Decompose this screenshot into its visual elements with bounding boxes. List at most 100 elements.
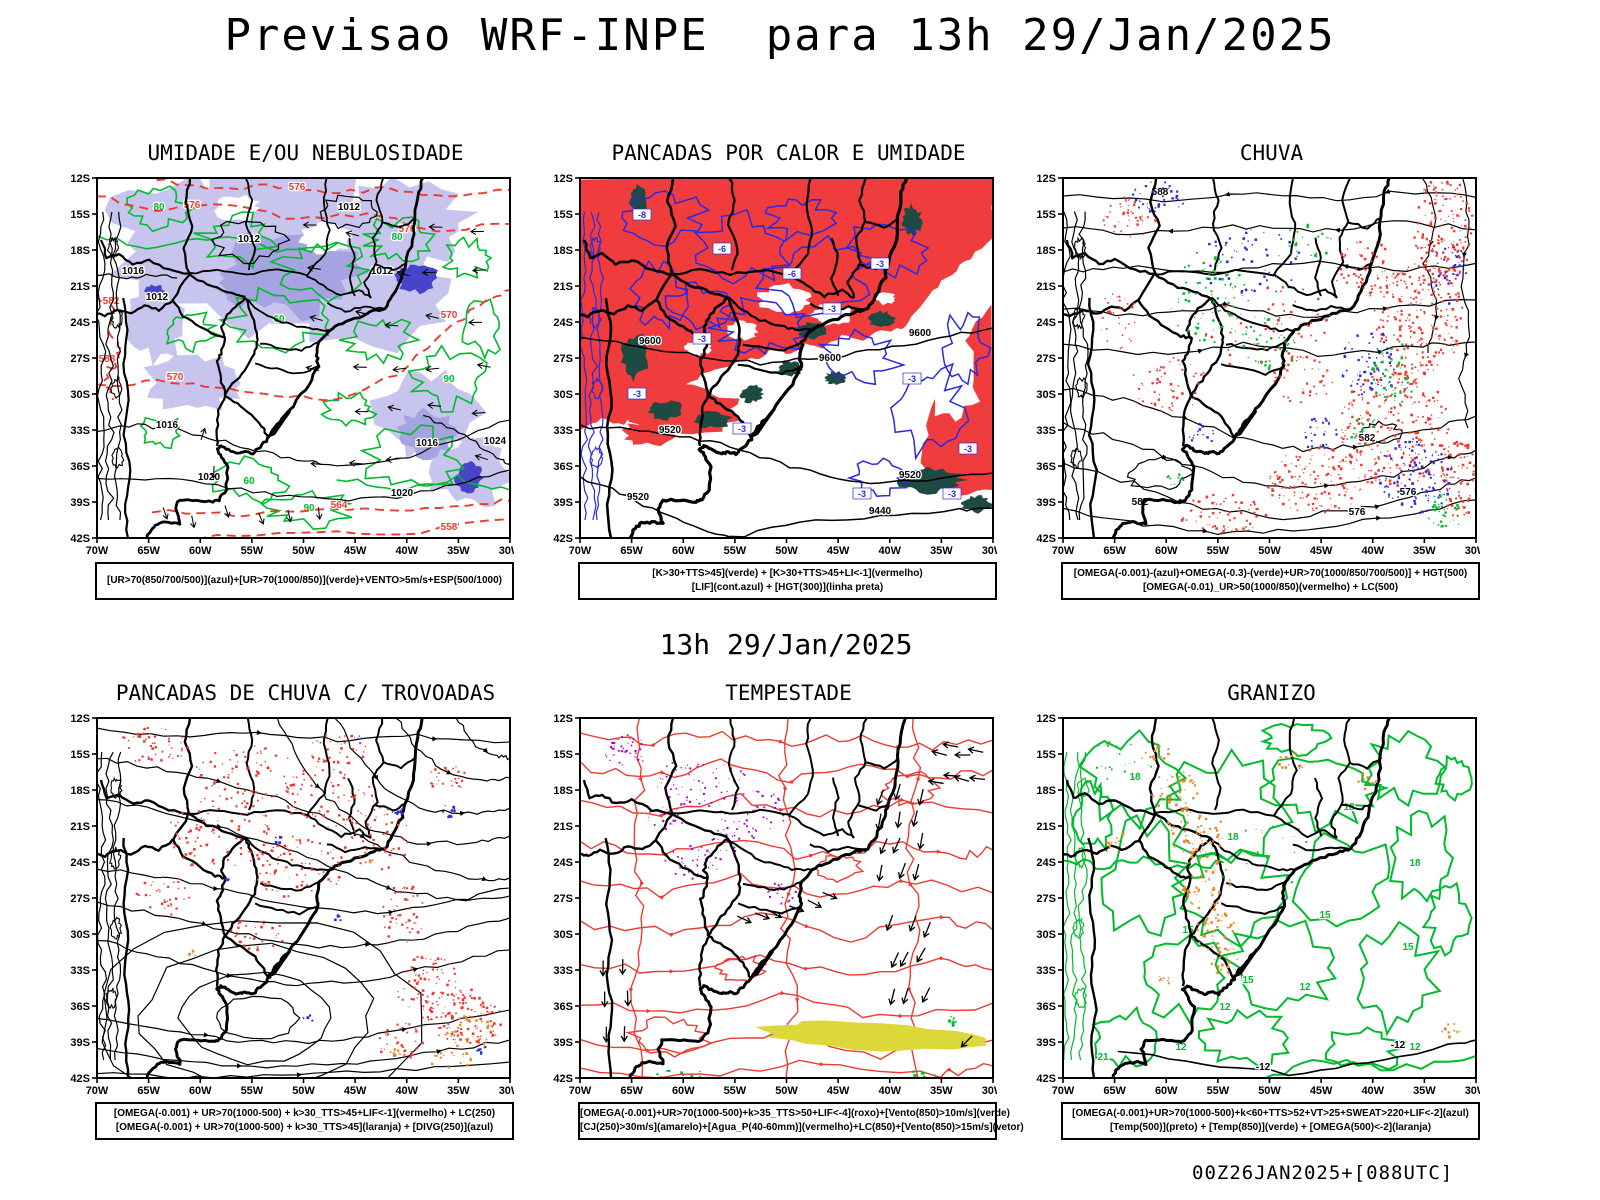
- caption-line: [OMEGA(-0.001) + UR>70(1000-500) + k>30_…: [113, 1108, 496, 1119]
- caption-box-pancadas-calor: [K>30+TTS>45](verde) + [K>30+TTS>45+LI<-…: [578, 562, 997, 600]
- svg-text:21S: 21S: [553, 281, 573, 293]
- panel-title-chuva: CHUVA: [1239, 141, 1304, 165]
- svg-text:-12: -12: [1391, 1040, 1406, 1051]
- svg-text:35W: 35W: [930, 545, 953, 557]
- svg-text:33S: 33S: [70, 965, 90, 977]
- svg-text:45W: 45W: [827, 545, 850, 557]
- svg-text:30S: 30S: [553, 929, 573, 941]
- svg-text:80: 80: [391, 232, 403, 243]
- valid-time-subtitle: 13h 29/Jan/2025: [659, 628, 913, 661]
- svg-text:15S: 15S: [70, 749, 90, 761]
- svg-text:33S: 33S: [1036, 425, 1056, 437]
- svg-text:55W: 55W: [241, 1085, 264, 1097]
- svg-text:18S: 18S: [1036, 245, 1056, 257]
- svg-text:45W: 45W: [1310, 545, 1333, 557]
- svg-text:33S: 33S: [1036, 965, 1056, 977]
- svg-text:12: 12: [1409, 1042, 1421, 1053]
- svg-text:50W: 50W: [292, 1085, 315, 1097]
- svg-text:21S: 21S: [70, 821, 90, 833]
- caption-line: [OMEGA(-0.001)+UR>70(1000-500)+k>35_TTS>…: [580, 1108, 1010, 1119]
- svg-text:24S: 24S: [553, 317, 573, 329]
- svg-text:30S: 30S: [70, 389, 90, 401]
- caption-line: [OMEGA(-0.001)+UR>70(1000-500)+k<60+TTS>…: [1072, 1108, 1469, 1119]
- svg-text:70W: 70W: [569, 1085, 592, 1097]
- granizo-map: 18181818151515151212121221-12-1212S15S18…: [1036, 713, 1480, 1097]
- svg-text:27S: 27S: [553, 893, 573, 905]
- svg-text:9520: 9520: [659, 425, 682, 436]
- svg-text:18: 18: [1129, 772, 1141, 783]
- svg-text:27S: 27S: [70, 893, 90, 905]
- svg-text:45W: 45W: [1310, 1085, 1333, 1097]
- svg-text:60W: 60W: [1155, 1085, 1178, 1097]
- svg-text:50W: 50W: [775, 1085, 798, 1097]
- panel-title-granizo: GRANIZO: [1227, 681, 1316, 705]
- svg-text:12S: 12S: [553, 173, 573, 185]
- panel-tempestade: TEMPESTADE 12S 15S 18S 21S 24S 27S 30S 33S 36S 39…: [544, 680, 1024, 1140]
- panel-title-pancadas-calor: PANCADAS POR CALOR E UMIDADE: [611, 141, 966, 165]
- svg-text:65W: 65W: [620, 545, 643, 557]
- svg-text:35W: 35W: [447, 545, 470, 557]
- svg-text:42S: 42S: [553, 1073, 573, 1085]
- svg-text:65W: 65W: [137, 1085, 160, 1097]
- svg-text:24S: 24S: [1036, 857, 1056, 869]
- svg-text:36S: 36S: [1036, 461, 1056, 473]
- svg-text:-3: -3: [858, 489, 866, 499]
- svg-text:18: 18: [1409, 858, 1421, 869]
- svg-text:21S: 21S: [70, 281, 90, 293]
- svg-text:-3: -3: [633, 389, 641, 399]
- svg-text:24S: 24S: [70, 857, 90, 869]
- svg-text:12: 12: [1219, 1002, 1231, 1013]
- svg-text:18S: 18S: [553, 785, 573, 797]
- svg-text:90: 90: [303, 503, 315, 514]
- panel-trovoadas: PANCADAS DE CHUVA C/ TROVOADAS 12S 15S 18S…: [61, 680, 514, 1140]
- svg-text:65W: 65W: [137, 545, 160, 557]
- svg-text:15S: 15S: [553, 209, 573, 221]
- caption-line: [CJ(250)>30m/s](amarelo)+[Agua_P(40-60mm…: [580, 1122, 1024, 1133]
- svg-text:18S: 18S: [70, 245, 90, 257]
- svg-text:9600: 9600: [639, 336, 662, 347]
- svg-text:55W: 55W: [1207, 545, 1230, 557]
- caption-line: [K>30+TTS>45](verde) + [K>30+TTS>45+LI<-…: [652, 568, 923, 579]
- svg-text:1016: 1016: [416, 438, 439, 449]
- svg-text:70W: 70W: [1052, 545, 1075, 557]
- svg-text:70W: 70W: [569, 545, 592, 557]
- svg-text:15: 15: [1319, 910, 1331, 921]
- svg-text:27S: 27S: [1036, 893, 1056, 905]
- svg-text:90: 90: [443, 374, 455, 385]
- svg-text:9520: 9520: [899, 470, 922, 481]
- svg-text:558: 558: [441, 522, 458, 533]
- svg-text:1020: 1020: [391, 488, 414, 499]
- svg-text:15: 15: [1242, 975, 1254, 986]
- svg-text:1020: 1020: [198, 472, 221, 483]
- svg-text:35W: 35W: [1413, 545, 1436, 557]
- svg-text:50W: 50W: [1258, 545, 1281, 557]
- svg-text:-3: -3: [698, 334, 706, 344]
- panel-title-trovoadas: PANCADAS DE CHUVA C/ TROVOADAS: [115, 681, 496, 705]
- panel-umidade: UMIDADE E/OU NEBULOSIDADE 80 60 90 60 90 80 57…: [61, 140, 514, 600]
- svg-text:1016: 1016: [156, 420, 179, 431]
- svg-text:27S: 27S: [70, 353, 90, 365]
- svg-text:36S: 36S: [553, 1001, 573, 1013]
- svg-text:1016: 1016: [122, 266, 145, 277]
- svg-text:-3: -3: [908, 374, 916, 384]
- svg-text:15S: 15S: [1036, 749, 1056, 761]
- svg-text:30W: 30W: [1465, 545, 1480, 557]
- svg-text:576: 576: [1400, 487, 1417, 498]
- svg-text:27S: 27S: [553, 353, 573, 365]
- svg-text:-3: -3: [738, 424, 746, 434]
- pancadas-calor-map: 9600 9600 9600 9520 9520 9440 9520 -8 -6 -6 -3 -3 -3…: [553, 173, 997, 557]
- svg-text:35W: 35W: [1413, 1085, 1436, 1097]
- caption-line: [OMEGA(-0.001)-(azul)+OMEGA(-0.3)-(verde…: [1073, 568, 1468, 579]
- page-title: Previsao WRF-INPE para 13h 29/Jan/2025: [224, 10, 1336, 61]
- svg-text:570: 570: [441, 310, 458, 321]
- panel-granizo: GRANIZO 18 18 18 18 15 15 15 15 12 12 12 12 21 -12 -12…: [1027, 680, 1480, 1140]
- svg-text:30S: 30S: [553, 389, 573, 401]
- svg-text:-3: -3: [876, 259, 884, 269]
- caption-box-chuva: [OMEGA(-0.001)-(azul)+OMEGA(-0.3)-(verde…: [1061, 562, 1480, 600]
- svg-text:39S: 39S: [70, 1037, 90, 1049]
- svg-text:9520: 9520: [627, 492, 650, 503]
- svg-text:12S: 12S: [70, 173, 90, 185]
